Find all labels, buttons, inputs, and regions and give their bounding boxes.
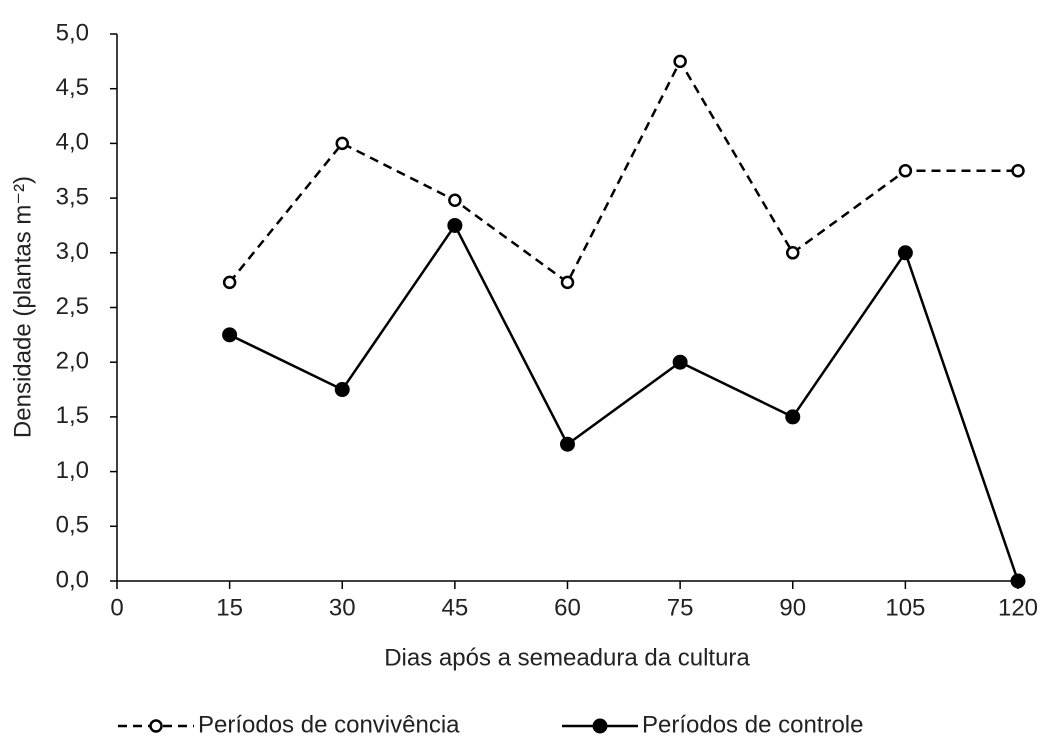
x-tick-label: 60 xyxy=(554,594,581,621)
marker xyxy=(334,382,350,398)
series-line xyxy=(228,58,1018,285)
x-tick-label: 120 xyxy=(998,594,1038,621)
marker xyxy=(672,354,688,370)
y-tick-label: 3,0 xyxy=(56,238,89,265)
y-tick-label: 0,0 xyxy=(56,566,89,593)
legend-marker xyxy=(149,719,163,733)
marker xyxy=(560,436,575,452)
y-tick-label: 4,5 xyxy=(56,74,89,101)
marker xyxy=(1011,164,1025,178)
x-tick-label: 0 xyxy=(110,594,123,621)
y-tick-label: 1,0 xyxy=(56,457,89,484)
x-axis-label: Dias após a semeadura da cultura xyxy=(384,644,750,671)
y-tick-label: 4,0 xyxy=(56,129,89,156)
marker xyxy=(1010,573,1026,589)
legend-marker xyxy=(592,718,608,734)
marker xyxy=(897,245,913,261)
y-tick-label: 2,0 xyxy=(56,348,89,375)
x-tick-label: 45 xyxy=(442,594,469,621)
marker xyxy=(448,193,462,208)
legend-label: Períodos de convivência xyxy=(198,711,460,738)
marker xyxy=(335,136,349,151)
y-tick-label: 0,5 xyxy=(56,512,89,539)
y-tick-label: 1,5 xyxy=(56,402,89,429)
x-tick-label: 75 xyxy=(667,594,694,621)
marker xyxy=(222,275,237,290)
marker xyxy=(222,327,238,343)
x-tick-label: 105 xyxy=(885,594,925,621)
marker xyxy=(898,164,913,178)
y-axis-label: Densidade (plantas m⁻²) xyxy=(9,176,36,438)
y-tick-label: 3,5 xyxy=(56,183,89,210)
x-tick-label: 90 xyxy=(779,594,806,621)
marker xyxy=(447,217,463,233)
marker xyxy=(786,246,800,260)
marker xyxy=(785,409,801,425)
x-tick-label: 30 xyxy=(329,594,356,621)
y-tick-label: 5,0 xyxy=(56,19,89,46)
legend-label: Períodos de controle xyxy=(642,711,863,738)
marker xyxy=(560,275,575,290)
y-tick-label: 2,5 xyxy=(56,293,89,320)
x-tick-label: 15 xyxy=(216,594,243,621)
series-line xyxy=(229,223,1020,582)
marker xyxy=(673,54,687,69)
